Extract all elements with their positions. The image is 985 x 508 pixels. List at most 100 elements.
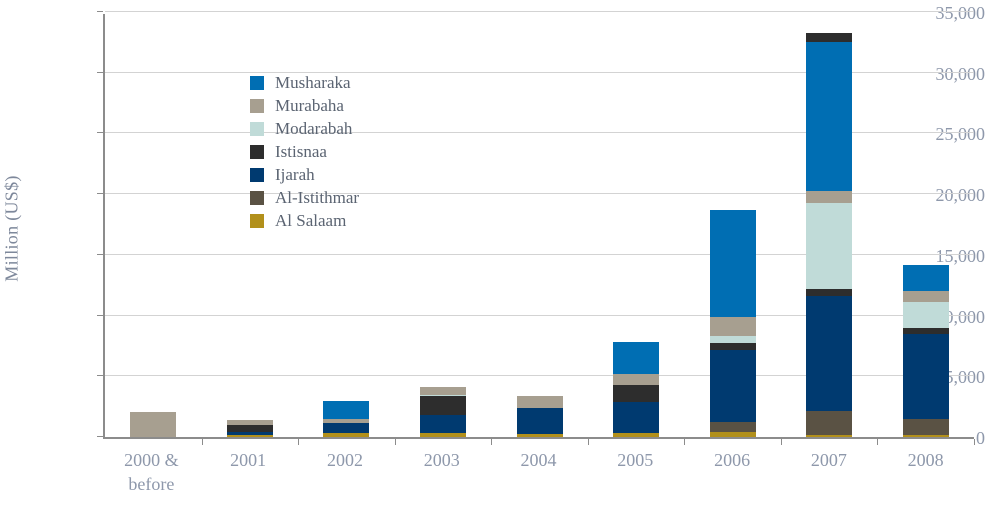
bar-segment-al-salaam [516,433,563,437]
bar [130,412,177,437]
bar [323,400,370,437]
y-gridline [105,253,974,255]
bar-segment-ijarah [806,296,853,411]
legend-item-murabaha: Murabaha [250,94,359,117]
x-tick-mark [491,439,493,445]
x-category-label: 2006 [684,448,781,496]
bar-column-2007 [781,14,878,437]
bar-column-2001 [202,14,299,437]
x-category-label: 2004 [490,448,587,496]
bar-segment-al-salaam [419,433,466,437]
bar-column-2008 [878,14,975,437]
bar [419,387,466,437]
y-tick-mark [97,375,103,377]
x-tick-mark [587,439,589,445]
y-gridline [105,11,974,12]
x-category-label: 2000 & before [103,448,200,496]
legend-item-istisnaa: Istisnaa [250,140,359,163]
legend-item-ijarah: Ijarah [250,163,359,186]
bar-segment-modarabah [709,335,756,343]
bar-segment-murabaha [902,291,949,302]
bar-column-2004 [491,14,588,437]
bar-segment-murabaha [709,317,756,336]
bar-segment-ijarah [323,423,370,434]
bar-segment-istisnaa [226,425,273,433]
bar-segment-al-salaam [709,431,756,437]
x-category-label-line: 2000 & [124,450,179,470]
x-category-label: 2005 [587,448,684,496]
x-category-label-line: 2002 [326,450,363,470]
bar-segment-istisnaa [806,288,853,297]
y-tick-label: 0 [976,428,985,448]
legend-swatch-icon [250,213,264,228]
bar-segment-murabaha [419,387,466,396]
y-gridline [105,375,974,377]
legend-label: Istisnaa [275,141,327,161]
x-category-label-line: 2004 [520,450,557,470]
y-gridline [105,132,974,134]
legend-swatch-icon [250,144,264,159]
y-tick-mark [97,11,103,12]
y-tick-label: 20,000 [935,185,985,206]
y-gridline [105,314,974,316]
legend-swatch-icon [250,167,264,182]
bar-segment-ijarah [419,414,466,434]
x-category-label-line: 2003 [423,450,460,470]
bar-segment-al-salaam [226,435,273,437]
x-category-label: 2003 [393,448,490,496]
y-tick-label: 15,000 [935,245,985,266]
bar-segment-al-istithmar [902,419,949,435]
x-category-label-line: 2006 [714,450,751,470]
bar [806,32,853,437]
y-tick-mark [97,132,103,134]
bar-column-2002 [298,14,395,437]
y-tick-mark [97,314,103,316]
x-category-label-line: before [128,474,175,494]
legend-label: Modarabah [275,118,353,138]
x-tick-mark [877,439,879,445]
bar-segment-modarabah [419,395,466,397]
y-tick-mark [97,253,103,255]
bar-segment-musharaka [806,42,853,192]
bar-segment-al-salaam [902,434,949,437]
legend-item-musharaka: Musharaka [250,71,359,94]
legend-item-al-salaam: Al Salaam [250,209,359,232]
y-gridline [105,71,974,73]
bar-column-2006 [684,14,781,437]
x-tick-mark [684,439,686,445]
bar [516,395,563,437]
bar-segment-modarabah [902,301,949,328]
x-axis-category-labels: 2000 & before 2001 2002 2003 2004 2005 2006 2007… [103,448,974,496]
legend-label: Murabaha [275,95,344,115]
bar-segment-murabaha [226,420,273,426]
y-tick-mark [97,193,103,195]
bar-segment-al-istithmar [709,421,756,432]
bar-segment-ijarah [226,432,273,436]
x-tick-mark [298,439,300,445]
chart-legend: Musharaka Murabaha Modarabah Istisnaa Ijarah… [250,71,359,232]
bar-segment-musharaka [709,209,756,318]
bar-segment-ijarah [613,402,660,434]
legend-label: Ijarah [275,164,315,184]
x-category-label-line: 2005 [617,450,654,470]
x-tick-mark [201,439,203,445]
legend-label: Al Salaam [275,210,347,230]
bar-segment-murabaha [323,419,370,424]
bar-segment-istisnaa [902,327,949,335]
bar-segment-ijarah [902,334,949,420]
y-tick-mark [97,71,103,73]
y-tick-label: 5,000 [944,367,985,388]
bar-segment-istisnaa [806,32,853,43]
bar [709,209,756,437]
y-tick-mark [97,436,103,437]
x-category-label-line: 2008 [907,450,944,470]
x-category-label: 2007 [780,448,877,496]
bar-segment-ijarah [709,350,756,422]
x-category-label-line: 2001 [230,450,267,470]
legend-label: Musharaka [275,72,351,92]
bar-segment-al-istithmar [806,410,853,435]
y-tick-label: 35,000 [935,3,985,23]
bars-layer [105,14,974,437]
legend-swatch-icon [250,121,264,136]
